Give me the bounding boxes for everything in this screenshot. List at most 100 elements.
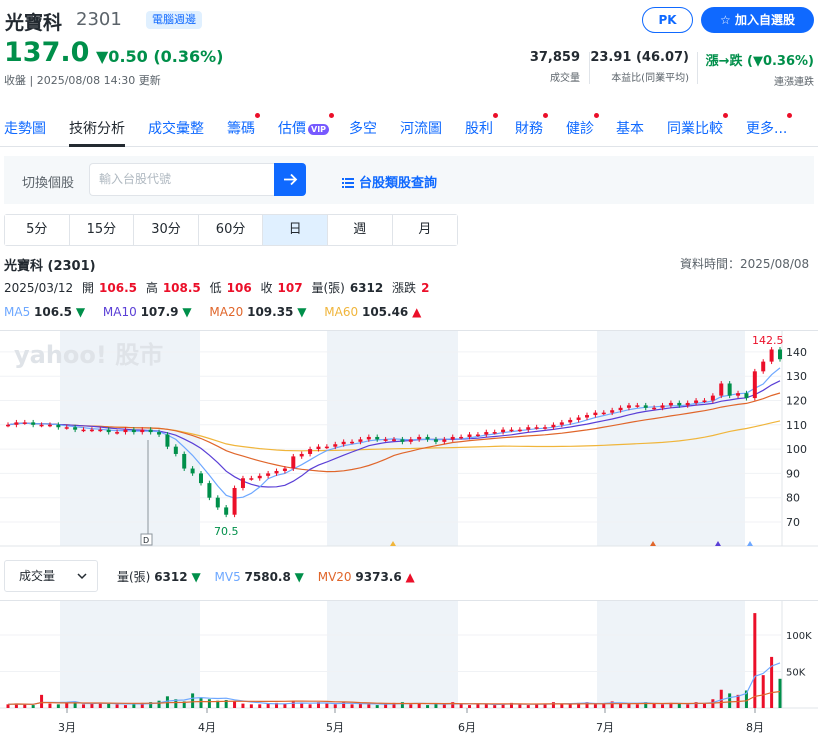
chevron-down-icon (77, 573, 87, 580)
chart-band (327, 330, 458, 546)
period-day[interactable]: 日 (263, 215, 328, 245)
tab-basic[interactable]: 基本 (616, 118, 644, 138)
candle (98, 429, 103, 432)
tab-long-short[interactable]: 多空 (349, 118, 377, 138)
period-month[interactable]: 月 (392, 215, 458, 245)
volume-bar (358, 703, 362, 708)
period-15min[interactable]: 15分 (69, 215, 135, 245)
volume-bar (6, 704, 10, 708)
category-query-link[interactable]: 台股類股查詢 (359, 176, 438, 191)
volume-bar (568, 703, 572, 708)
candle (266, 473, 271, 476)
tab-valuation[interactable]: 估價 VIP (278, 113, 335, 138)
volume-bar (694, 702, 698, 708)
price-tick-label: 80 (786, 492, 800, 505)
candle (509, 429, 514, 432)
month-label: 8月 (746, 721, 764, 734)
tab-river[interactable]: 河流圖 (400, 118, 442, 138)
tab-label: 股利 (465, 121, 493, 137)
indicator-select[interactable]: 成交量 (4, 560, 98, 592)
tab-checkup[interactable]: 健診 (566, 113, 599, 138)
volume-bar (761, 675, 765, 708)
tab-trades[interactable]: 成交彙整 (148, 118, 204, 138)
volume-bar (426, 705, 430, 708)
volume-bar (291, 701, 295, 708)
volume-bar (509, 702, 513, 708)
candle (585, 415, 589, 418)
change-value: 2 (421, 281, 430, 295)
industry-badge[interactable]: 電腦週邊 (146, 11, 202, 29)
high-value: 108.5 (162, 281, 201, 295)
tab-trend[interactable]: 走勢圖 (4, 118, 46, 138)
volume-bar (233, 701, 237, 708)
volume-bar (484, 704, 488, 708)
candle (165, 434, 170, 447)
month-label: 4月 (198, 721, 216, 734)
period-60min[interactable]: 60分 (198, 215, 264, 245)
ma60-value: 105.46 (361, 305, 409, 319)
volume-bar (216, 700, 220, 708)
volume-bar (316, 702, 320, 708)
volume-bar (778, 678, 782, 708)
candle (492, 432, 497, 434)
candle (702, 400, 707, 402)
update-time: 收盤 | 2025/08/08 14:30 更新 (4, 74, 161, 87)
price-change: ▼0.50 (0.36%) (96, 47, 224, 66)
volume-value: 6312 (349, 281, 384, 295)
month-label: 3月 (58, 721, 76, 734)
candle (643, 405, 648, 408)
down-arrow-icon: ▼ (182, 305, 192, 319)
candle (81, 429, 86, 432)
stock-search-input[interactable]: 輸入台股代號 (89, 163, 275, 196)
candle (736, 393, 741, 396)
candle (47, 424, 52, 427)
down-arrow-icon: ▼ (191, 570, 201, 584)
down-arrow-icon: ▼ (294, 570, 304, 584)
volume-chart[interactable]: 50K 100K 3月 4月 5月 6月 7月 8月 (0, 600, 818, 737)
tab-more[interactable]: 更多... (746, 113, 793, 138)
candle (358, 439, 363, 442)
tab-peers[interactable]: 同業比較 (667, 113, 728, 138)
tab-chips[interactable]: 籌碼 (227, 113, 260, 138)
new-dot-icon (329, 113, 335, 118)
volume-bar (73, 702, 77, 708)
ma20-legend: MA20 109.35 ▼ (209, 305, 306, 319)
search-submit-button[interactable] (274, 163, 306, 196)
pk-button[interactable]: PK (642, 7, 693, 33)
volume-bar (669, 702, 673, 708)
candle (551, 424, 556, 428)
volume-bar (224, 699, 228, 708)
candle (240, 478, 245, 488)
volume-bar (551, 702, 555, 708)
price-chart[interactable]: 70 80 90 100 110 120 130 140 yahoo! 股市 142.5 70.5 D (0, 330, 818, 548)
tab-finance[interactable]: 財務 (515, 113, 548, 138)
volume-tick-label: 50K (786, 668, 806, 679)
candle (383, 439, 388, 441)
volume-bar (661, 704, 665, 708)
active-tab-indicator (69, 144, 125, 147)
add-watchlist-button[interactable]: ☆ 加入自選股 (701, 7, 814, 33)
candle (308, 449, 313, 454)
volume-bar (342, 702, 346, 708)
period-5min[interactable]: 5分 (5, 215, 70, 245)
candle (727, 383, 732, 396)
stat-pe: 23.91 (46.07) 本益比(同業平均) (590, 50, 689, 84)
volume-bar (123, 705, 127, 708)
volume-bar (90, 703, 94, 708)
change-label: 漲跌 (392, 281, 417, 295)
stat-divider (697, 52, 698, 84)
tab-dividend[interactable]: 股利 (465, 113, 498, 138)
candle (660, 405, 665, 408)
volume-bar (157, 700, 161, 708)
tab-technical[interactable]: 技術分析 (69, 118, 125, 138)
period-week[interactable]: 週 (327, 215, 393, 245)
period-30min[interactable]: 30分 (134, 215, 199, 245)
volume-bar (560, 704, 564, 708)
ma10-legend: MA10 107.9 ▼ (103, 305, 192, 319)
vol-value: 6312 (154, 570, 188, 584)
volume-bar (392, 702, 396, 708)
candle (173, 446, 178, 454)
candle (610, 410, 615, 413)
low-value: 106 (226, 281, 252, 295)
candle (408, 439, 413, 442)
